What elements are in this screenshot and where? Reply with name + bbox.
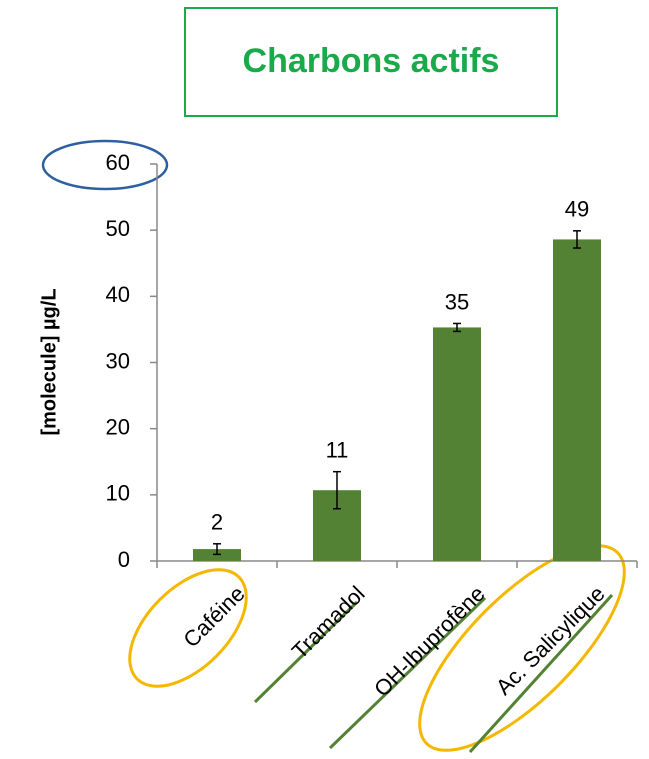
underline	[328, 596, 487, 750]
error-bar	[213, 543, 221, 556]
highlight-ellipse	[41, 139, 169, 191]
underline	[468, 593, 614, 754]
y-tick-label: 30	[106, 348, 130, 373]
title-box	[184, 7, 558, 117]
error-bar	[333, 470, 341, 510]
x-tick-label: Caféine	[178, 581, 249, 652]
error-bar	[453, 322, 461, 333]
x-tick-label: Tramadol	[287, 581, 370, 664]
highlight-ellipse	[418, 544, 626, 752]
y-tick-label: 50	[106, 216, 130, 241]
bar	[553, 239, 601, 561]
x-tick-label: Ac. Salicylique	[491, 581, 610, 700]
highlight-ellipse	[128, 568, 248, 688]
y-tick-label: 10	[106, 481, 130, 506]
chart-title: Charbons actifs	[243, 42, 500, 80]
underline	[253, 600, 359, 704]
data-label: 2	[211, 510, 223, 535]
error-bar	[573, 230, 581, 249]
data-label: 35	[445, 289, 469, 314]
y-tick-label: 60	[106, 150, 130, 175]
data-label: 49	[565, 197, 589, 222]
y-axis-label: [molecule] µg/L	[38, 288, 60, 435]
data-label: 11	[326, 437, 349, 462]
bar	[433, 327, 481, 561]
y-tick-label: 0	[118, 547, 130, 572]
x-tick-label: OH-Ibuprofène	[369, 581, 490, 702]
y-tick-label: 40	[106, 282, 130, 307]
y-tick-label: 20	[106, 414, 130, 439]
